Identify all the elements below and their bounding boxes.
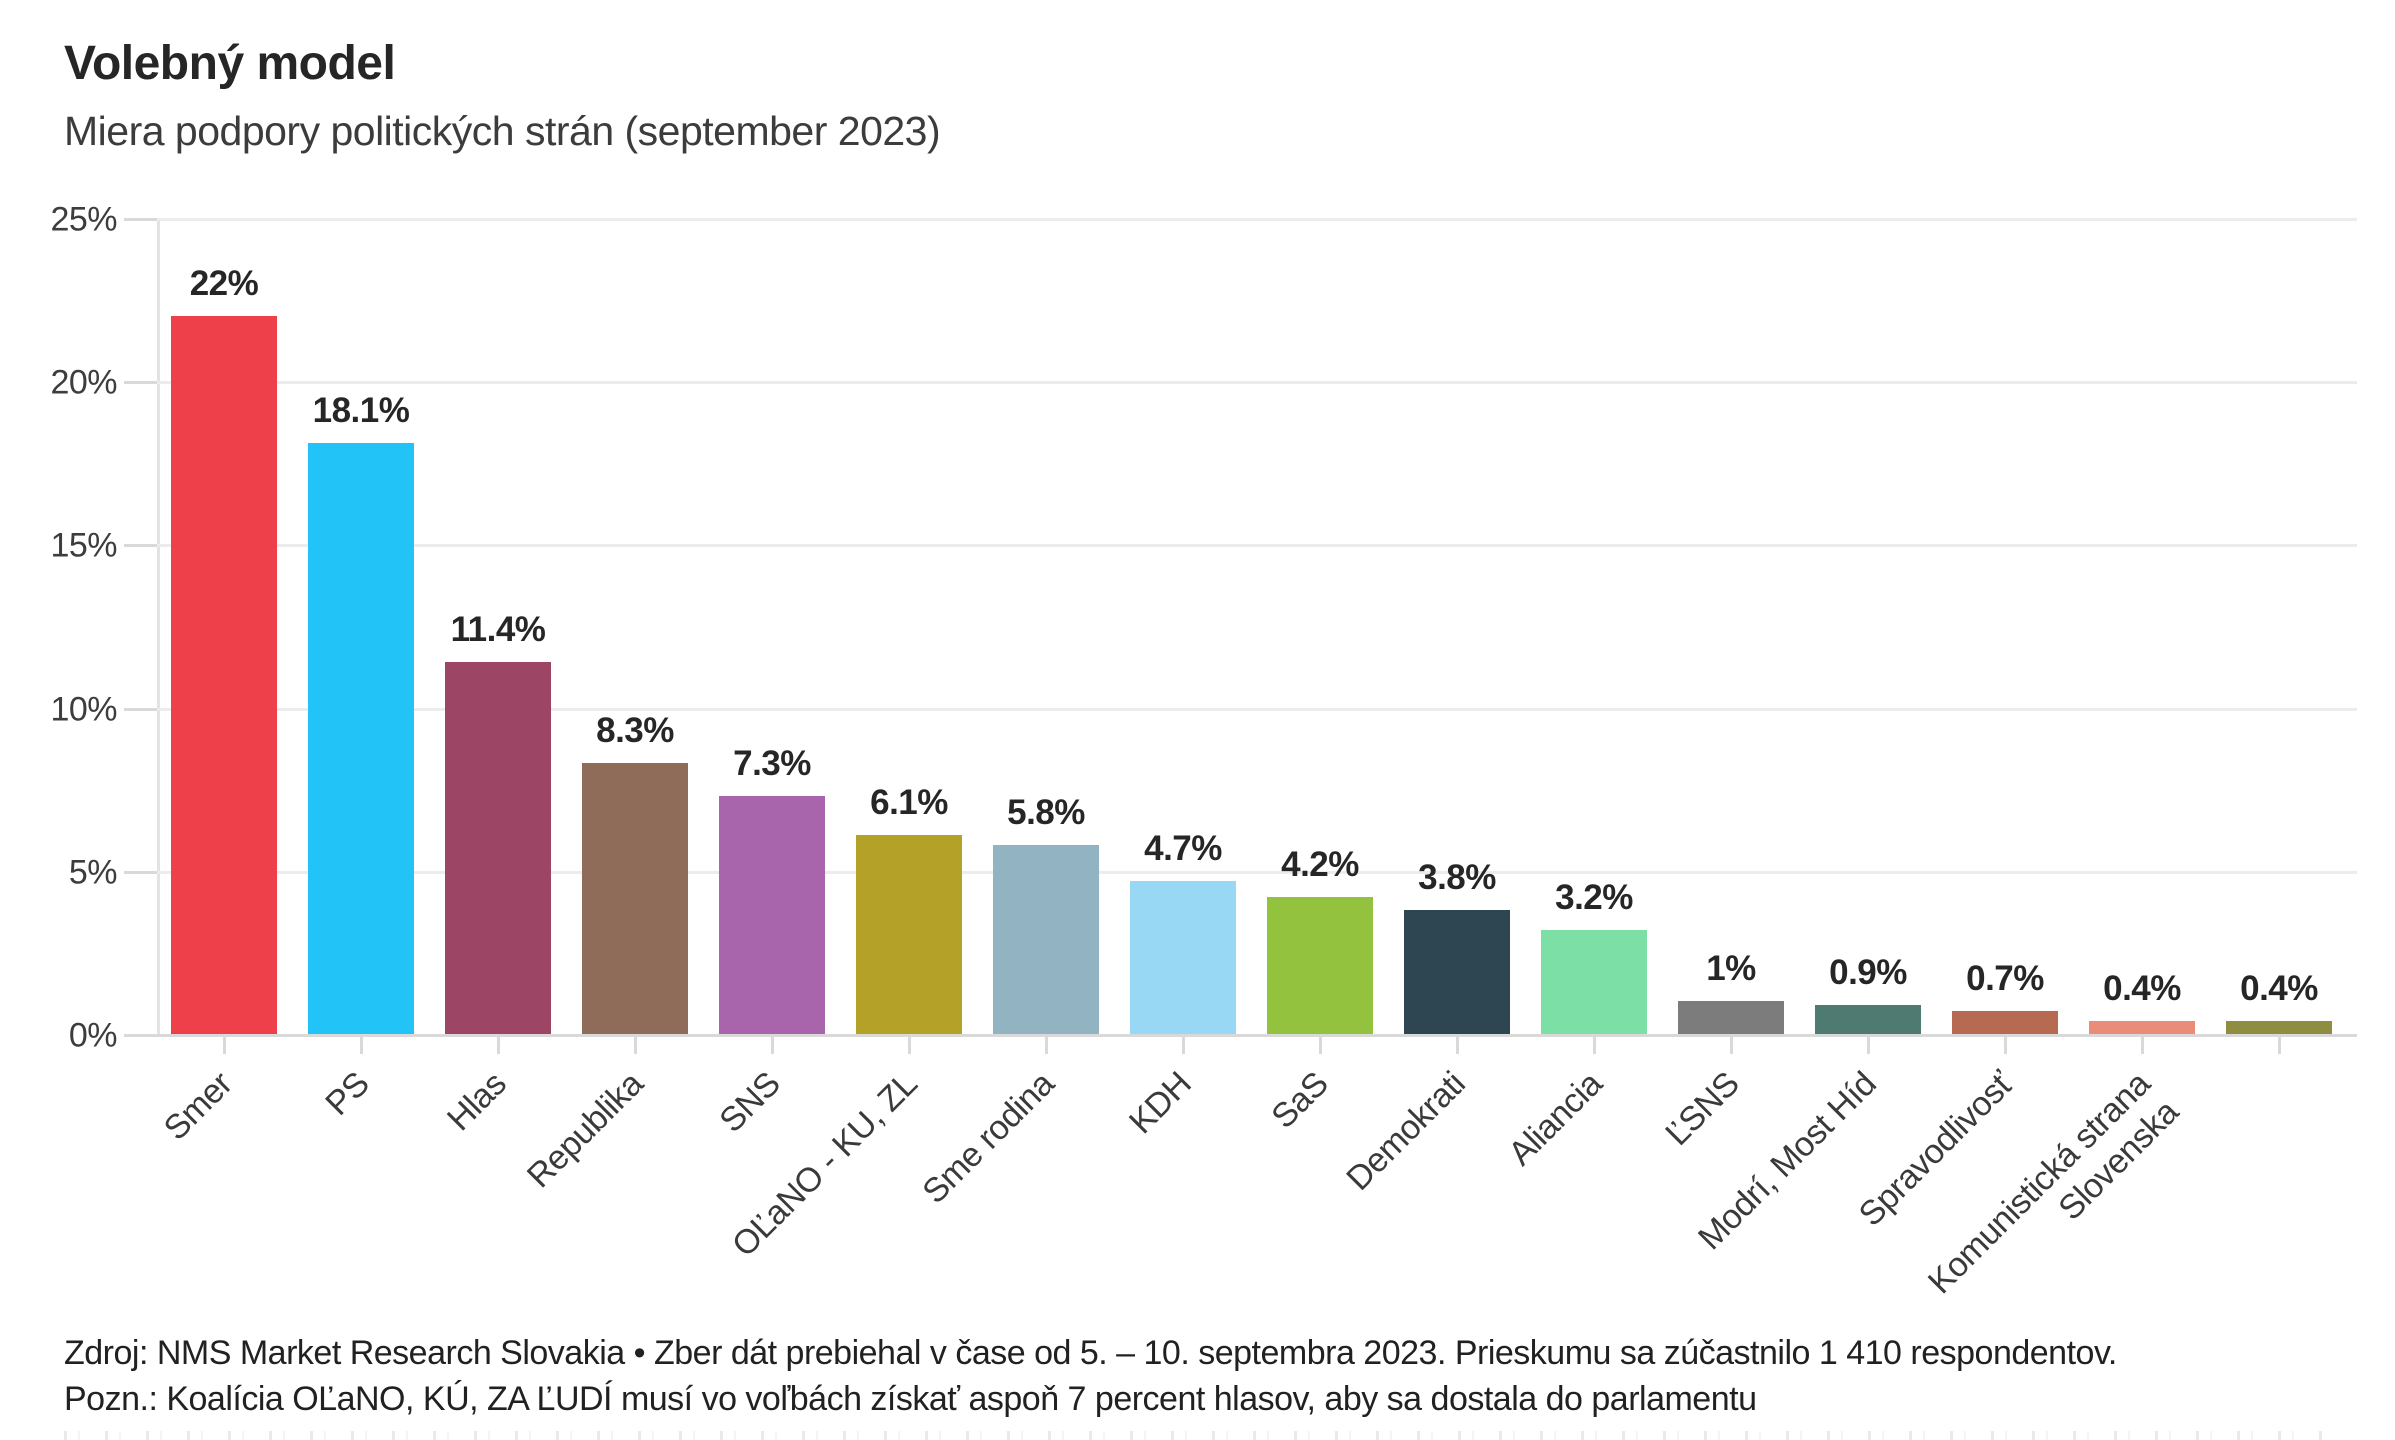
x-axis-tick xyxy=(1867,1036,1870,1054)
bar-value-label: 0.7% xyxy=(1966,959,2044,998)
bar-value-label: 11.4% xyxy=(450,610,546,649)
chart-title: Volebný model xyxy=(64,37,396,90)
y-axis-tick xyxy=(124,381,157,384)
y-gridline xyxy=(157,218,2357,221)
y-tick-label: 0% xyxy=(68,1016,118,1055)
y-tick-label: 15% xyxy=(50,526,117,565)
y-gridline xyxy=(157,1034,2357,1037)
bar-value-label: 0.9% xyxy=(1829,953,1907,992)
footer-note: Pozn.: Koalícia OĽaNO, KÚ, ZA ĽUDÍ musí … xyxy=(64,1380,1757,1418)
bar xyxy=(2089,1021,2195,1034)
x-axis-tick xyxy=(2278,1036,2281,1054)
bar-value-label: 7.3% xyxy=(733,744,811,783)
footer-source: Zdroj: NMS Market Research Slovakia • Zb… xyxy=(64,1334,2117,1372)
y-tick-label: 25% xyxy=(50,200,117,239)
bar xyxy=(171,316,277,1034)
x-axis-tick xyxy=(1045,1036,1048,1054)
bar xyxy=(1952,1011,2058,1034)
y-axis-tick xyxy=(124,1034,157,1037)
bar-value-label: 4.7% xyxy=(1144,829,1222,868)
bar xyxy=(993,845,1099,1034)
bar-value-label: 4.2% xyxy=(1281,845,1359,884)
y-tick-label: 20% xyxy=(50,363,117,402)
bar-value-label: 8.3% xyxy=(596,711,674,750)
x-axis-tick xyxy=(2004,1036,2007,1054)
bar-value-label: 22% xyxy=(189,264,259,303)
bar-value-label: 1% xyxy=(1706,949,1756,988)
x-axis-tick xyxy=(2141,1036,2144,1054)
bar-value-label: 0.4% xyxy=(2103,969,2181,1008)
x-axis-tick xyxy=(771,1036,774,1054)
x-axis-tick xyxy=(1319,1036,1322,1054)
x-axis-tick xyxy=(497,1036,500,1054)
bar-value-label: 18.1% xyxy=(312,391,410,430)
clipped-text-line xyxy=(64,1431,2324,1440)
bar xyxy=(582,763,688,1034)
x-axis-tick xyxy=(1593,1036,1596,1054)
bar xyxy=(1267,897,1373,1034)
y-tick-label: 10% xyxy=(50,690,117,729)
x-axis-tick xyxy=(1730,1036,1733,1054)
bar-value-label: 6.1% xyxy=(870,783,948,822)
bar xyxy=(719,796,825,1034)
bar-value-label: 0.4% xyxy=(2240,969,2318,1008)
y-tick-label: 5% xyxy=(68,853,118,892)
bar xyxy=(1815,1005,1921,1034)
bar xyxy=(1130,881,1236,1034)
bar xyxy=(445,662,551,1034)
bar-value-label: 3.2% xyxy=(1555,878,1633,917)
y-axis-tick xyxy=(124,871,157,874)
x-axis-tick xyxy=(360,1036,363,1054)
y-axis-tick xyxy=(124,544,157,547)
bar xyxy=(2226,1021,2332,1034)
y-gridline xyxy=(157,381,2357,384)
y-axis-tick xyxy=(124,708,157,711)
x-axis-tick xyxy=(908,1036,911,1054)
x-axis-tick xyxy=(634,1036,637,1054)
bar xyxy=(308,443,414,1034)
bar xyxy=(856,835,962,1034)
y-axis-tick xyxy=(124,218,157,221)
bar xyxy=(1541,930,1647,1034)
bar-value-label: 3.8% xyxy=(1418,858,1496,897)
x-axis-tick xyxy=(223,1036,226,1054)
bar xyxy=(1678,1001,1784,1034)
y-axis-line xyxy=(157,218,160,1034)
y-gridline xyxy=(157,708,2357,711)
y-gridline xyxy=(157,871,2357,874)
y-gridline xyxy=(157,544,2357,547)
x-axis-tick xyxy=(1456,1036,1459,1054)
chart-subtitle: Miera podpory politických strán (septemb… xyxy=(64,108,941,154)
x-axis-tick xyxy=(1182,1036,1185,1054)
bar xyxy=(1404,910,1510,1034)
bar-value-label: 5.8% xyxy=(1007,793,1085,832)
